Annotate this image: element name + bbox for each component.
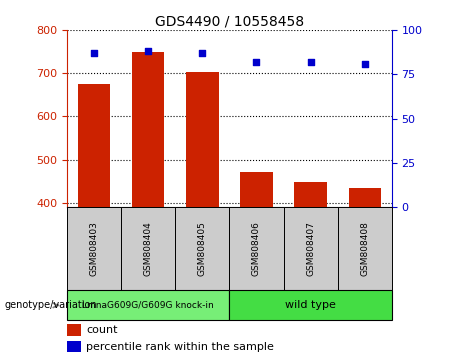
Bar bbox=[77, 84, 110, 207]
Point bbox=[361, 61, 368, 67]
Bar bbox=[67, 324, 82, 336]
Bar bbox=[349, 188, 381, 207]
Text: GSM808404: GSM808404 bbox=[143, 221, 153, 276]
Bar bbox=[67, 341, 82, 352]
Bar bbox=[132, 52, 164, 207]
Bar bbox=[175, 207, 229, 290]
Text: wild type: wild type bbox=[285, 300, 336, 310]
Text: GSM808406: GSM808406 bbox=[252, 221, 261, 276]
Bar bbox=[186, 72, 219, 207]
Bar bbox=[240, 172, 272, 207]
Point bbox=[253, 59, 260, 65]
Text: genotype/variation: genotype/variation bbox=[5, 300, 97, 310]
Bar bbox=[284, 207, 337, 290]
Point bbox=[90, 50, 98, 56]
Bar bbox=[67, 290, 229, 320]
Title: GDS4490 / 10558458: GDS4490 / 10558458 bbox=[155, 15, 304, 29]
Text: count: count bbox=[86, 325, 118, 335]
Bar bbox=[229, 290, 392, 320]
Bar bbox=[121, 207, 175, 290]
Bar bbox=[337, 207, 392, 290]
Bar bbox=[229, 207, 284, 290]
Text: GSM808405: GSM808405 bbox=[198, 221, 207, 276]
Point bbox=[307, 59, 314, 65]
Text: GSM808408: GSM808408 bbox=[360, 221, 369, 276]
Text: percentile rank within the sample: percentile rank within the sample bbox=[86, 342, 274, 352]
Point bbox=[199, 50, 206, 56]
Bar bbox=[294, 182, 327, 207]
Text: LmnaG609G/G609G knock-in: LmnaG609G/G609G knock-in bbox=[82, 301, 214, 310]
Text: GSM808403: GSM808403 bbox=[89, 221, 99, 276]
Text: GSM808407: GSM808407 bbox=[306, 221, 315, 276]
Bar bbox=[67, 207, 121, 290]
Point bbox=[144, 48, 152, 54]
